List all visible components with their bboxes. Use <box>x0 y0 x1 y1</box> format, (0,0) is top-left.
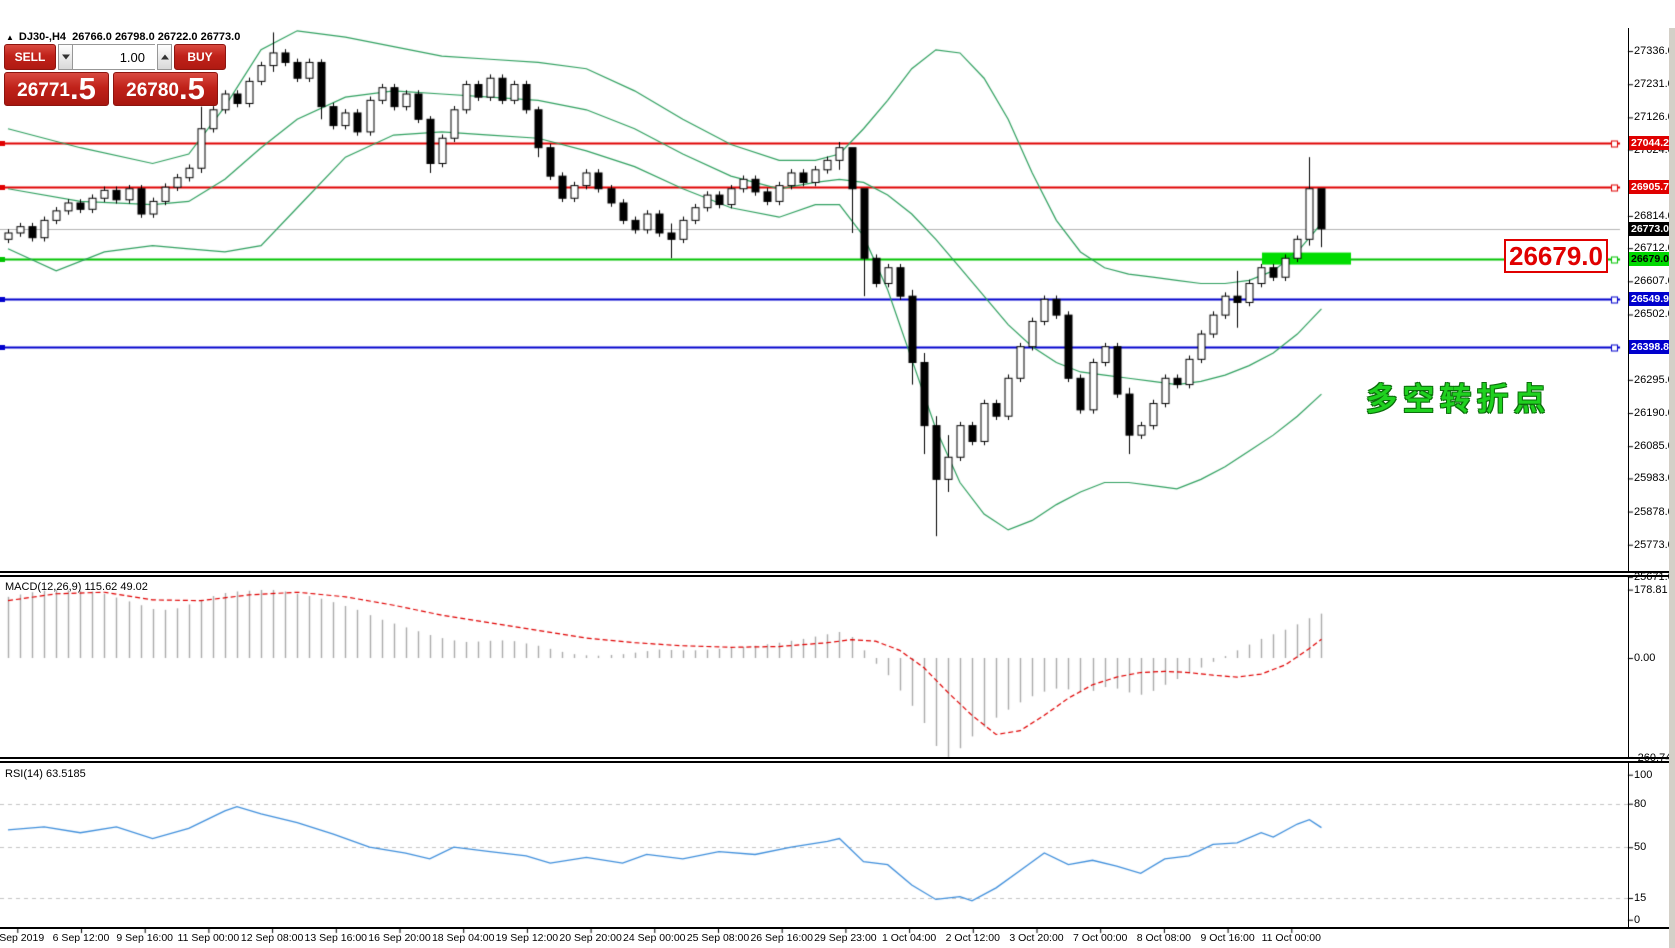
axis-tick-label: 0 <box>1634 913 1641 926</box>
time-axis-separator <box>0 927 1669 929</box>
time-axis-label: 26 Sep 16:00 <box>750 932 813 944</box>
time-axis-label: 2 Oct 12:00 <box>945 932 1000 944</box>
time-axis-label: 29 Sep 23:00 <box>814 932 877 944</box>
triangle-up-icon <box>160 54 169 60</box>
axis-tick-label: 178.81 <box>1634 583 1668 596</box>
macd-indicator-label: MACD(12,26,9) 115.62 49.02 <box>5 581 148 593</box>
axis-tick-label: 100 <box>1634 768 1653 781</box>
price-badge: 26905.7 <box>1629 179 1672 194</box>
time-axis-label: 8 Oct 08:00 <box>1136 932 1192 944</box>
axis-tick-label: 26295.0 <box>1634 373 1674 386</box>
time-axis-label: 12 Sep 08:00 <box>240 932 304 944</box>
price-badge: 26398.8 <box>1629 340 1672 355</box>
price-badge: 26679.0 <box>1629 251 1672 266</box>
time-axis-label: 11 Oct 00:00 <box>1261 932 1321 944</box>
pane-splitter[interactable] <box>0 757 1669 763</box>
buy-price-main: 26780 <box>126 80 179 101</box>
time-axis-label: 5 Sep 2019 <box>0 932 45 944</box>
axis-tick-label: 25671.0 <box>1634 570 1674 583</box>
time-axis-label: 9 Sep 16:00 <box>116 932 174 944</box>
time-axis-label: 3 Oct 20:00 <box>1009 932 1064 944</box>
buy-button[interactable]: BUY <box>174 44 226 70</box>
price-badge: 27044.2 <box>1629 136 1672 151</box>
axis-tick-label: -260.74 <box>1634 751 1672 764</box>
axis-tick-label: 26502.0 <box>1634 308 1674 321</box>
time-axis-label: 7 Oct 00:00 <box>1073 932 1128 944</box>
buy-price-display[interactable]: 26780.5 <box>113 72 218 106</box>
axis-tick-label: 15 <box>1634 891 1647 904</box>
axis-tick-label: 80 <box>1634 797 1647 810</box>
time-axis-label: 16 Sep 20:00 <box>368 932 431 944</box>
time-axis-label: 24 Sep 00:00 <box>623 932 686 944</box>
collapse-market-watch-icon[interactable]: ▲ <box>6 33 14 42</box>
volume-decrease-button[interactable] <box>58 44 73 70</box>
time-axis-label: 20 Sep 20:00 <box>559 932 622 944</box>
axis-tick-label: 27231.0 <box>1634 78 1674 91</box>
sell-price-main: 26771 <box>17 80 70 101</box>
axis-tick-label: 26190.0 <box>1634 407 1674 420</box>
price-badge: 26549.9 <box>1629 292 1672 307</box>
axis-tick-label: 27336.0 <box>1634 45 1674 58</box>
triangle-down-icon <box>61 54 70 60</box>
sell-button[interactable]: SELL <box>4 44 56 70</box>
axis-tick-label: 26712.0 <box>1634 242 1674 255</box>
sell-price-pips: .5 <box>69 71 96 106</box>
buy-price-pips: .5 <box>178 71 205 106</box>
axis-tick-label: 0.00 <box>1634 652 1656 664</box>
axis-tick-label: 25983.0 <box>1634 472 1674 485</box>
time-axis-label: 19 Sep 12:00 <box>495 932 559 944</box>
axis-tick-label: 27126.0 <box>1634 111 1674 124</box>
price-badge: 26773.0 <box>1629 221 1672 236</box>
price-level-text-object[interactable]: 26679.0 <box>1504 239 1608 273</box>
volume-increase-button[interactable] <box>157 44 172 70</box>
window-edge <box>1669 28 1675 948</box>
chart-ohlc-values: 26766.0 26798.0 26722.0 26773.0 <box>72 31 241 43</box>
pane-splitter[interactable] <box>0 571 1669 577</box>
axis-tick-label: 26085.0 <box>1634 440 1674 453</box>
time-axis-label: 18 Sep 04:00 <box>431 932 495 944</box>
axis-tick-label: 50 <box>1634 841 1647 854</box>
rsi-indicator-label: RSI(14) 63.5185 <box>5 768 86 780</box>
chart-header: ▲ DJ30-,H4 26766.0 26798.0 26722.0 26773.… <box>6 31 240 43</box>
chart-symbol-period: DJ30-,H4 <box>18 31 66 43</box>
axis-tick-label: 25878.0 <box>1634 505 1674 518</box>
axis-tick-label: 25773.0 <box>1634 538 1674 551</box>
turning-point-annotation[interactable]: 多空转折点 <box>1366 382 1551 418</box>
sell-price-display[interactable]: 26771.5 <box>4 72 109 106</box>
time-axis-label: 13 Sep 16:00 <box>304 932 368 944</box>
time-axis-label: 25 Sep 08:00 <box>686 932 750 944</box>
time-axis-label: 11 Sep 00:00 <box>177 932 240 944</box>
axis-tick-label: 26607.0 <box>1634 275 1674 288</box>
axis-tick-label: 26814.0 <box>1634 209 1674 222</box>
price-axis-line <box>1628 28 1629 927</box>
time-axis-label: 1 Oct 04:00 <box>881 932 937 944</box>
one-click-trading-panel: SELL BUY 26771.5 26780.5 <box>4 44 226 106</box>
volume-input[interactable] <box>73 44 155 70</box>
time-axis-label: 6 Sep 12:00 <box>52 932 110 944</box>
time-axis-label: 9 Oct 16:00 <box>1200 932 1255 944</box>
